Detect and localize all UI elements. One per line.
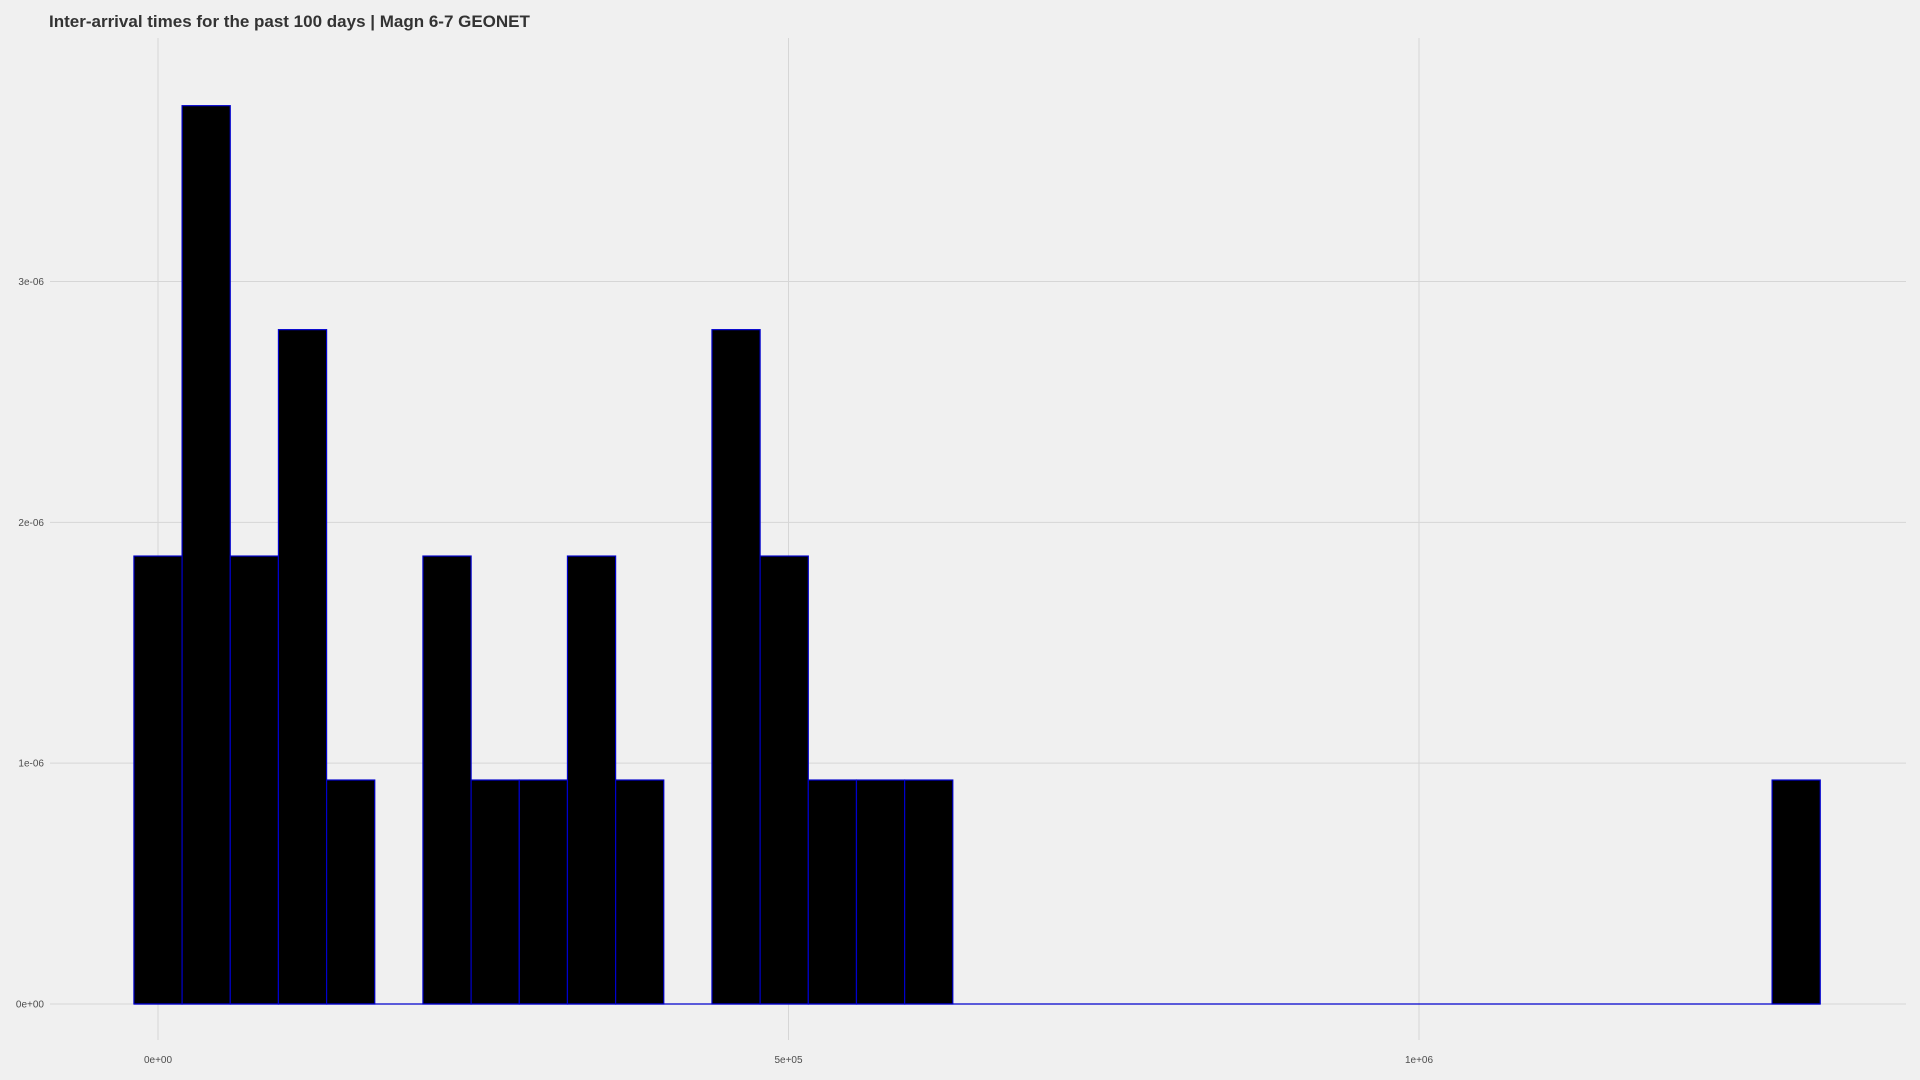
histogram-bar bbox=[133, 555, 183, 1005]
y-tick-label: 2e-06 bbox=[18, 518, 44, 529]
y-tick-label: 0e+00 bbox=[16, 1000, 45, 1011]
histogram-bar bbox=[711, 329, 761, 1005]
chart-title: Inter-arrival times for the past 100 day… bbox=[49, 12, 530, 31]
tick-labels: 0e+00 5e+05 1e+06 0e+00 1e-06 2e-06 3e-06 bbox=[16, 277, 1434, 1066]
y-tick-label: 1e-06 bbox=[18, 759, 44, 770]
histogram-bar bbox=[566, 555, 617, 1005]
x-tick-label: 1e+06 bbox=[1405, 1055, 1434, 1066]
histogram-bar bbox=[855, 779, 906, 1005]
histogram-bar bbox=[277, 329, 328, 1005]
histogram-bar bbox=[422, 555, 472, 1005]
histogram-bar bbox=[807, 779, 858, 1005]
histogram-bars bbox=[133, 105, 1821, 1005]
histogram-bar bbox=[470, 779, 520, 1005]
histogram-bar bbox=[759, 555, 809, 1005]
histogram-bar bbox=[181, 105, 231, 1005]
x-tick-label: 0e+00 bbox=[144, 1055, 173, 1066]
y-tick-label: 3e-06 bbox=[18, 277, 44, 288]
histogram-bar bbox=[1771, 779, 1821, 1005]
histogram-bar bbox=[325, 779, 376, 1005]
histogram-bar bbox=[518, 779, 569, 1005]
histogram-bar bbox=[615, 779, 665, 1005]
histogram-bar bbox=[229, 555, 280, 1005]
histogram-bar bbox=[904, 779, 954, 1005]
x-tick-label: 5e+05 bbox=[774, 1055, 803, 1066]
